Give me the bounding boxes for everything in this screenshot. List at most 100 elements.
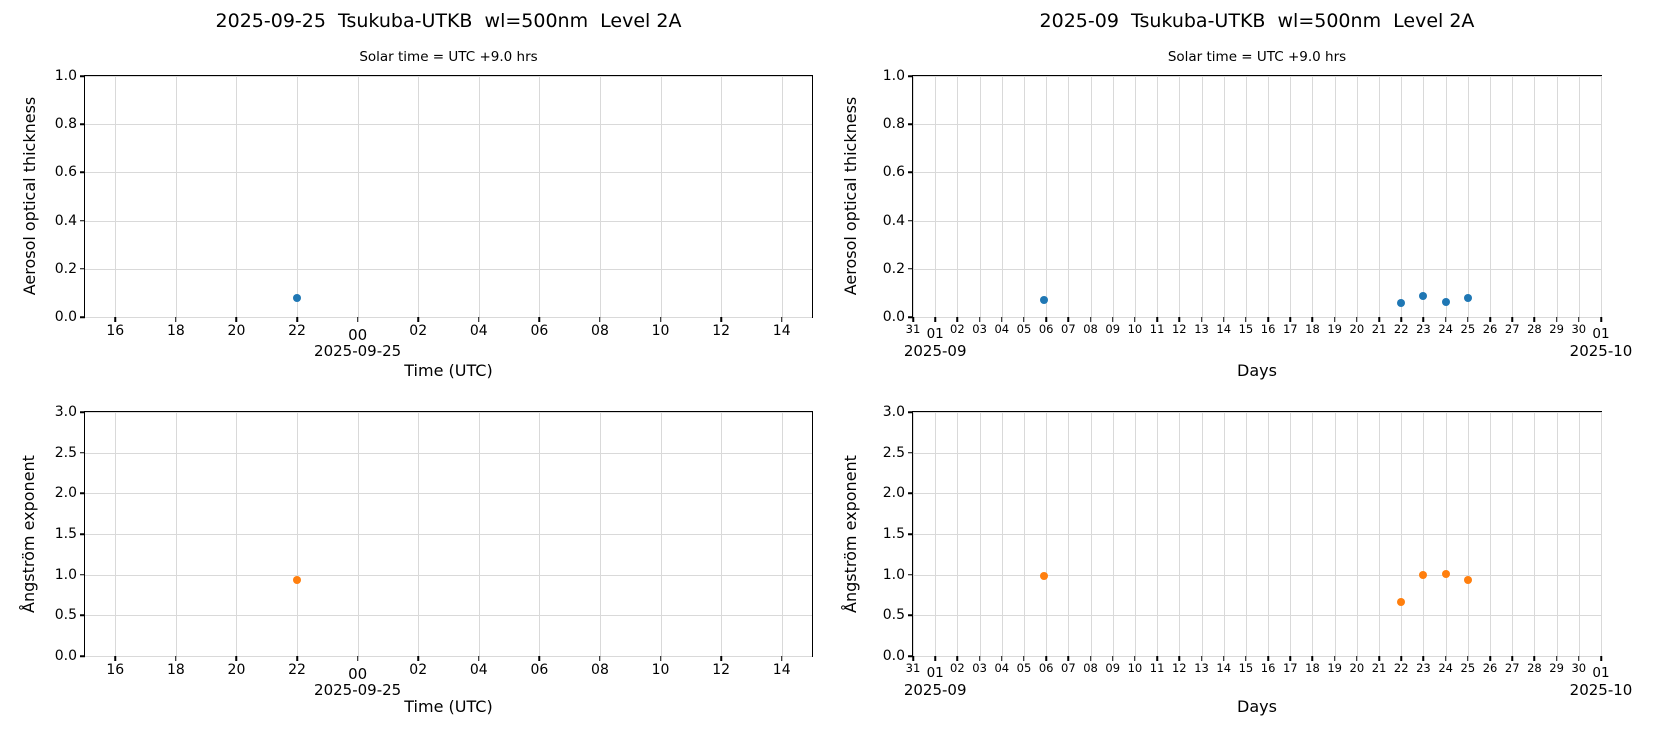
x-tick-label: 20 bbox=[227, 323, 246, 339]
x-gridline bbox=[115, 76, 117, 317]
x-tick-label: 27 bbox=[1504, 661, 1520, 675]
x-gridline bbox=[1423, 76, 1425, 317]
x-date-label: 2025-10 bbox=[1569, 681, 1633, 699]
x-gridline bbox=[1379, 76, 1381, 317]
x-tick-mark bbox=[1023, 317, 1025, 322]
x-tick-mark bbox=[1489, 317, 1491, 322]
x-tick-mark bbox=[417, 317, 419, 322]
x-tick-mark bbox=[1600, 656, 1602, 661]
y-gridline bbox=[85, 574, 812, 576]
x-tick-label: 04 bbox=[469, 662, 488, 678]
x-tick-label: 24 bbox=[1438, 322, 1453, 336]
x-tick-label: 16 bbox=[1260, 661, 1276, 675]
x-tick-label: 26 bbox=[1482, 322, 1498, 336]
monthly-aot-xaxis-label: Days bbox=[1237, 361, 1277, 380]
x-tick-mark bbox=[978, 317, 981, 322]
x-tick-label: 31 bbox=[905, 661, 921, 675]
data-point bbox=[1397, 298, 1406, 307]
x-gridline bbox=[478, 412, 480, 656]
x-tick-mark bbox=[720, 656, 722, 661]
y-tick-label: 0.5 bbox=[882, 607, 905, 624]
y-tick-mark bbox=[908, 411, 913, 413]
y-tick-mark bbox=[908, 573, 913, 576]
x-date-label: 2025-09-25 bbox=[314, 342, 402, 360]
x-tick-label: 19 bbox=[1327, 322, 1342, 336]
x-tick-label: 25 bbox=[1460, 661, 1476, 675]
y-tick-label: 1.5 bbox=[54, 526, 77, 542]
daily-aot-xaxis-label: Time (UTC) bbox=[404, 361, 493, 380]
y-gridline bbox=[913, 656, 1601, 657]
x-gridline bbox=[1334, 76, 1336, 317]
daily-angstrom-xaxis-label: Time (UTC) bbox=[404, 697, 493, 716]
data-point bbox=[293, 293, 302, 302]
x-gridline bbox=[979, 76, 981, 317]
x-gridline bbox=[1490, 412, 1492, 656]
x-tick-label: 05 bbox=[1016, 661, 1032, 675]
x-tick-mark bbox=[1489, 656, 1491, 661]
data-point bbox=[1039, 295, 1048, 304]
y-tick-mark bbox=[908, 451, 913, 454]
x-gridline bbox=[935, 76, 937, 317]
y-tick-mark bbox=[908, 268, 913, 270]
x-tick-label: 09 bbox=[1105, 322, 1121, 336]
y-tick-label: 0.0 bbox=[882, 648, 905, 664]
x-tick-mark bbox=[1001, 656, 1003, 661]
x-gridline bbox=[1512, 412, 1514, 656]
x-tick-mark bbox=[1289, 317, 1292, 322]
x-gridline bbox=[1223, 76, 1225, 317]
x-tick-label: 27 bbox=[1504, 322, 1520, 336]
x-gridline bbox=[1290, 76, 1292, 317]
x-gridline bbox=[1334, 412, 1336, 656]
x-gridline bbox=[1268, 76, 1270, 317]
x-tick-label: 03 bbox=[972, 661, 987, 675]
y-tick-mark bbox=[908, 492, 913, 495]
y-gridline bbox=[913, 493, 1601, 495]
x-tick-mark bbox=[235, 656, 238, 661]
x-tick-label: 18 bbox=[1305, 661, 1320, 675]
data-point bbox=[1463, 294, 1472, 303]
y-gridline bbox=[85, 76, 812, 77]
y-tick-mark bbox=[908, 316, 913, 318]
x-tick-label: 24 bbox=[1438, 661, 1453, 675]
x-tick-mark bbox=[956, 656, 959, 661]
y-gridline bbox=[913, 452, 1601, 454]
x-tick-label: 04 bbox=[469, 323, 488, 339]
x-gridline bbox=[1245, 412, 1247, 656]
x-gridline bbox=[1534, 76, 1536, 317]
data-point bbox=[1463, 576, 1472, 585]
y-tick-mark bbox=[80, 533, 85, 535]
y-gridline bbox=[913, 124, 1601, 126]
x-tick-label: 04 bbox=[994, 661, 1010, 675]
x-tick-mark bbox=[1444, 656, 1447, 661]
y-tick-label: 0.0 bbox=[54, 309, 77, 325]
x-tick-mark bbox=[1356, 656, 1358, 661]
x-tick-label: 12 bbox=[712, 662, 731, 678]
data-point bbox=[1419, 291, 1428, 300]
x-tick-mark bbox=[659, 656, 662, 661]
x-tick-mark bbox=[1422, 317, 1425, 322]
y-tick-mark bbox=[908, 655, 913, 657]
y-tick-mark bbox=[80, 614, 85, 617]
y-tick-mark bbox=[80, 219, 85, 222]
x-tick-label: 18 bbox=[166, 662, 185, 678]
x-gridline bbox=[1601, 76, 1602, 317]
y-tick-label: 0.5 bbox=[54, 607, 77, 624]
x-gridline bbox=[1268, 412, 1270, 656]
x-tick-mark bbox=[1134, 317, 1136, 322]
x-tick-label: 13 bbox=[1194, 322, 1209, 336]
x-gridline bbox=[1578, 76, 1580, 317]
x-tick-label: 22 bbox=[288, 323, 306, 339]
x-tick-label: 29 bbox=[1549, 661, 1564, 675]
x-gridline bbox=[418, 76, 420, 317]
x-tick-mark bbox=[1555, 317, 1558, 322]
x-gridline bbox=[115, 412, 117, 656]
x-tick-label: 02 bbox=[950, 661, 965, 675]
x-tick-mark bbox=[1089, 656, 1092, 661]
x-tick-mark bbox=[1400, 317, 1402, 322]
x-tick-mark bbox=[1444, 317, 1447, 322]
x-tick-label: 12 bbox=[1171, 661, 1187, 675]
x-tick-label: 31 bbox=[905, 322, 921, 336]
y-tick-label: 0.0 bbox=[882, 309, 905, 325]
x-tick-mark bbox=[1045, 317, 1047, 322]
monthly-angstrom-plot: 0.0 0.5 1.0 1.5 2.0 2.5 3.0 31 01 02 03 04 05 06 07 08 0… bbox=[883, 405, 1633, 698]
